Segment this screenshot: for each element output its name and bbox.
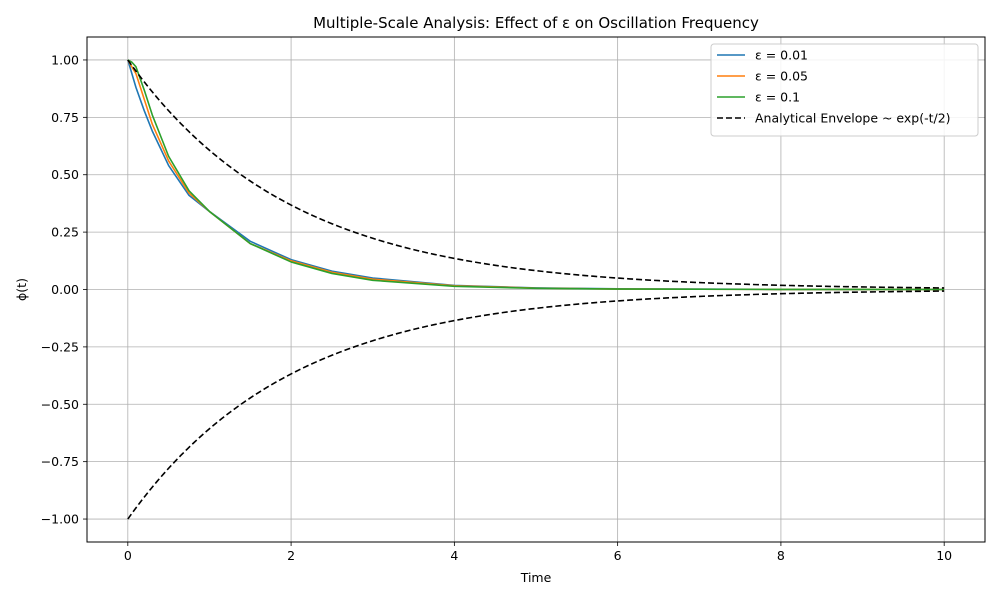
y-tick-label: 1.00 (51, 52, 79, 67)
x-tick-label: 2 (287, 548, 295, 563)
y-tick-label: 0.75 (51, 110, 79, 125)
y-tick-label: −1.00 (41, 512, 79, 527)
legend: ε = 0.01 ε = 0.05 ε = 0.1 Analytical Envelo… (710, 43, 979, 137)
y-tick-label: −0.50 (41, 397, 79, 412)
series-line-2 (127, 59, 945, 291)
x-tick-label: 10 (936, 548, 952, 563)
x-tick-label: 6 (614, 548, 622, 563)
legend-box (710, 43, 979, 137)
legend-entry-label: ε = 0.01 (755, 48, 808, 63)
x-tick-label: 8 (777, 548, 785, 563)
x-axis-label: Time (520, 570, 552, 585)
y-tick-label: 0.25 (51, 225, 79, 240)
tick-layer: 0 2 4 6 8 10 1.00 0.75 0.50 0.25 0.00 −0.25 −0.50 −0.… (41, 52, 952, 563)
series-layer (127, 59, 945, 520)
legend-entry-label: ε = 0.1 (755, 90, 800, 105)
y-tick-label: 0.50 (51, 167, 79, 182)
y-tick-label: −0.75 (41, 454, 79, 469)
legend-entry-label: ε = 0.05 (755, 69, 808, 84)
x-tick-label: 0 (124, 548, 132, 563)
y-tick-label: 0.00 (51, 282, 79, 297)
y-tick-label: −0.25 (41, 339, 79, 354)
y-axis-label: ϕ(t) (14, 278, 29, 301)
series-envelope-lower (127, 290, 945, 520)
series-envelope-upper (127, 59, 945, 289)
chart-title: Multiple-Scale Analysis: Effect of ε on … (313, 14, 759, 32)
legend-entry-label: Analytical Envelope ~ exp(-t/2) (755, 111, 951, 126)
x-tick-label: 4 (450, 548, 458, 563)
